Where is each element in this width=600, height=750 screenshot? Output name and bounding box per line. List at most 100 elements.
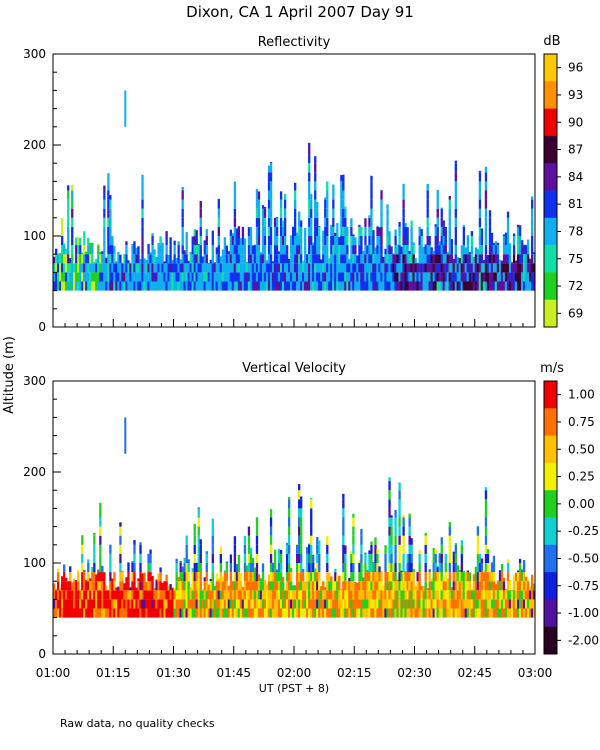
heatmap-cell <box>157 263 160 273</box>
heatmap-cell <box>520 608 524 618</box>
heatmap-cell <box>217 599 220 609</box>
heatmap-cell <box>434 563 437 573</box>
heatmap-cell <box>289 568 293 573</box>
heatmap-cell <box>350 553 353 563</box>
heatmap-cell <box>99 502 102 509</box>
heatmap-cell <box>326 536 329 545</box>
heatmap-cell <box>291 254 295 264</box>
heatmap-cell <box>255 272 259 282</box>
heatmap-cell <box>444 236 447 246</box>
heatmap-cell <box>89 254 92 264</box>
heatmap-cell <box>314 163 317 173</box>
heatmap-cell <box>506 281 510 291</box>
heatmap-cell <box>159 254 162 264</box>
heatmap-cell <box>85 581 88 591</box>
heatmap-cell <box>243 599 247 609</box>
heatmap-cell <box>161 263 164 273</box>
heatmap-cell <box>408 272 411 282</box>
heatmap-cell <box>179 563 182 573</box>
heatmap-cell <box>354 237 357 246</box>
heatmap-cell <box>310 544 313 554</box>
heatmap-cell <box>127 263 130 273</box>
y-tick-label: 200 <box>23 138 46 152</box>
heatmap-cell <box>478 236 482 246</box>
heatmap-cell <box>352 553 355 563</box>
heatmap-cell <box>326 563 329 573</box>
heatmap-cell <box>300 245 303 255</box>
heatmap-cell <box>342 544 345 554</box>
heatmap-cell <box>442 245 445 255</box>
heatmap-cell <box>310 272 313 282</box>
heatmap-cell <box>103 272 106 282</box>
heatmap-cell <box>161 272 164 282</box>
heatmap-cell <box>530 590 534 600</box>
heatmap-cell <box>440 572 443 582</box>
heatmap-cell <box>350 599 353 609</box>
heatmap-cell <box>334 232 337 236</box>
heatmap-cell <box>296 281 299 291</box>
heatmap-cell <box>314 263 317 273</box>
heatmap-cell <box>364 263 367 273</box>
heatmap-cell <box>223 590 227 600</box>
heatmap-cell <box>105 585 108 591</box>
heatmap-cell <box>420 586 423 591</box>
heatmap-cell <box>253 572 257 582</box>
heatmap-cell <box>105 257 108 264</box>
heatmap-cell <box>370 572 373 582</box>
heatmap-cell <box>394 272 397 282</box>
heatmap-cell <box>442 281 445 291</box>
heatmap-cell <box>203 240 206 246</box>
heatmap-cell <box>358 236 361 246</box>
heatmap-cell <box>448 281 451 291</box>
heatmap-cell <box>239 238 243 246</box>
heatmap-cell <box>316 608 319 618</box>
heatmap-cell <box>526 590 530 600</box>
heatmap-cell <box>456 581 459 591</box>
heatmap-cell <box>85 251 88 255</box>
heatmap-cell <box>123 281 126 291</box>
heatmap-cell <box>370 208 373 218</box>
heatmap-cell <box>340 199 343 209</box>
heatmap-cell <box>165 608 168 618</box>
heatmap-cell <box>61 245 64 255</box>
heatmap-cell <box>111 608 114 618</box>
heatmap-cell <box>103 190 106 200</box>
heatmap-cell <box>512 245 516 255</box>
heatmap-cell <box>430 281 433 291</box>
heatmap-cell <box>211 518 214 527</box>
heatmap-cell <box>63 281 66 291</box>
heatmap-cell <box>370 563 373 573</box>
heatmap-cell <box>330 608 333 618</box>
heatmap-cell <box>181 272 184 282</box>
heatmap-cell <box>336 254 339 264</box>
heatmap-cell <box>229 236 233 246</box>
heatmap-cell <box>448 263 451 273</box>
heatmap-cell <box>235 564 239 573</box>
heatmap-cell <box>205 590 208 600</box>
heatmap-cell <box>422 599 425 609</box>
heatmap-cell <box>398 490 401 500</box>
heatmap-cell <box>314 208 317 218</box>
heatmap-cell <box>127 599 130 609</box>
vertical-velocity-title: Vertical Velocity <box>242 361 346 376</box>
heatmap-cell <box>384 553 387 563</box>
heatmap-cell <box>85 590 88 600</box>
y-tick-label: 300 <box>23 374 46 388</box>
heatmap-cell <box>261 608 265 618</box>
heatmap-cell <box>326 208 329 218</box>
heatmap-cell <box>302 569 305 573</box>
heatmap-cell <box>249 563 253 573</box>
heatmap-cell <box>193 236 196 246</box>
heatmap-cell <box>79 589 82 591</box>
heatmap-cell <box>289 590 293 600</box>
heatmap-cell <box>241 599 245 609</box>
heatmap-cell <box>300 572 303 582</box>
heatmap-cell <box>121 590 124 600</box>
heatmap-cell <box>518 563 522 573</box>
footer-note: Raw data, no quality checks <box>60 717 215 730</box>
figure-title: Dixon, CA 1 April 2007 Day 91 <box>186 3 414 21</box>
heatmap-cell <box>480 263 484 273</box>
heatmap-cell <box>426 272 429 282</box>
heatmap-cell <box>255 608 259 618</box>
heatmap-cell <box>81 263 84 273</box>
